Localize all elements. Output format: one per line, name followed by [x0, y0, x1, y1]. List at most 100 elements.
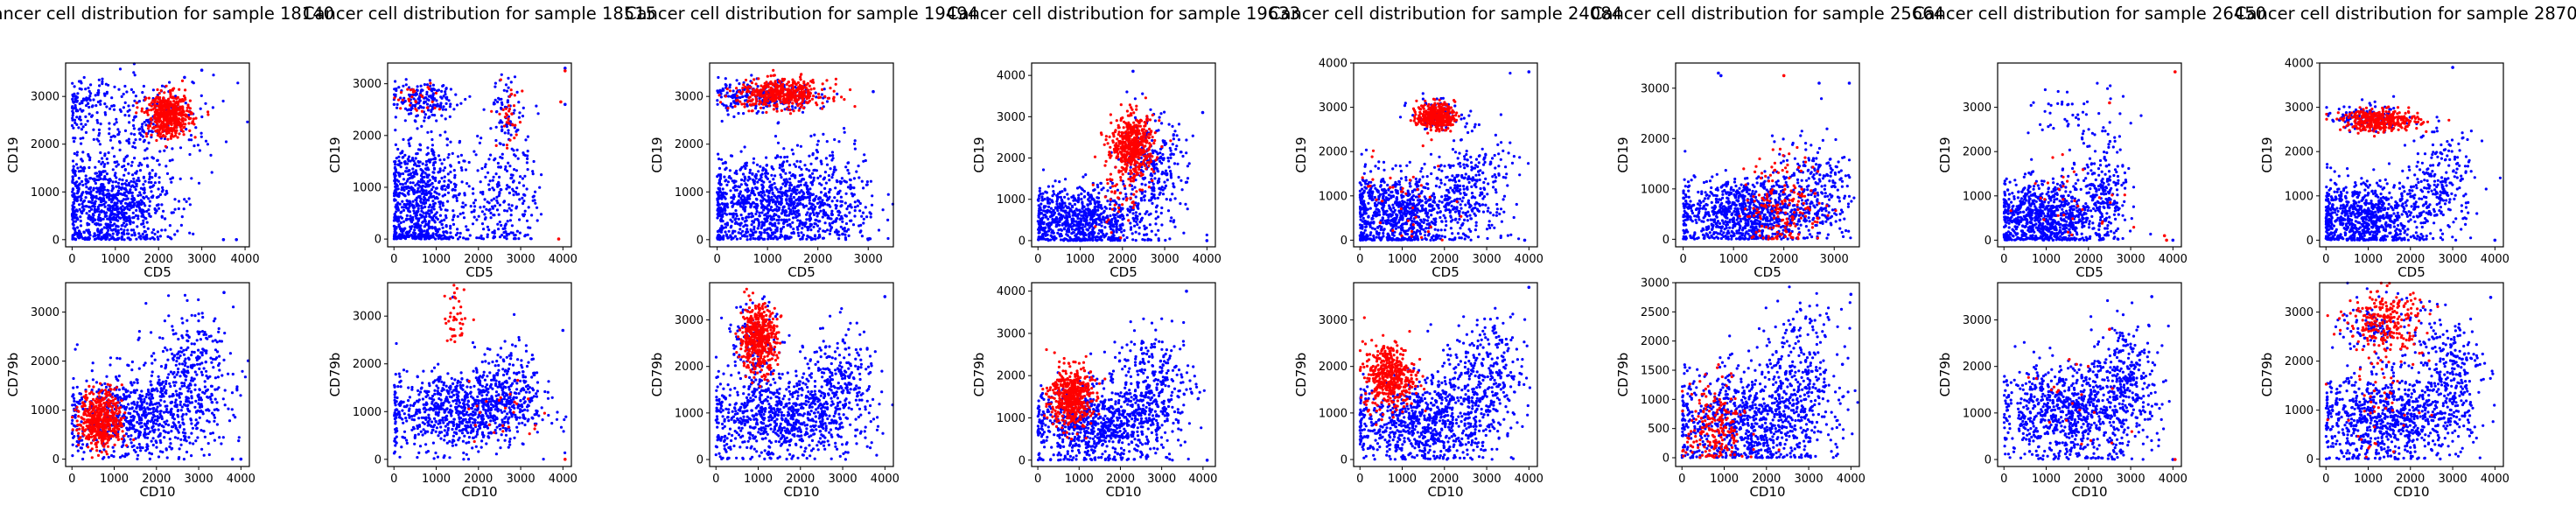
data-point — [116, 160, 118, 163]
data-point — [797, 209, 800, 212]
data-point — [92, 213, 94, 215]
data-point — [775, 209, 778, 212]
data-point — [724, 162, 727, 165]
data-point — [776, 238, 779, 241]
data-point — [76, 218, 79, 221]
data-point — [799, 76, 802, 79]
y-tick-label: 1000 — [31, 186, 60, 200]
data-point — [850, 206, 853, 208]
data-point — [147, 114, 150, 116]
data-point — [101, 82, 103, 85]
data-point — [88, 236, 90, 239]
data-point — [206, 143, 209, 145]
data-point — [729, 235, 732, 237]
data-point — [791, 102, 794, 105]
data-point — [783, 156, 786, 158]
data-point — [496, 208, 499, 211]
data-point — [538, 186, 541, 189]
data-point — [719, 101, 722, 103]
data-point — [93, 196, 95, 199]
data-point — [76, 199, 79, 201]
data-point — [98, 129, 101, 131]
data-point — [74, 85, 76, 88]
data-point — [483, 206, 486, 208]
data-point — [198, 182, 200, 185]
data-point — [840, 196, 843, 199]
data-point — [442, 227, 444, 229]
data-point — [422, 163, 424, 165]
data-point — [105, 224, 108, 227]
data-point — [416, 220, 419, 222]
data-point — [417, 148, 420, 151]
data-point — [837, 210, 840, 213]
data-point — [442, 201, 444, 204]
data-point — [785, 178, 788, 180]
data-point — [776, 86, 779, 88]
data-point — [737, 112, 739, 115]
data-point — [414, 184, 416, 186]
data-point — [754, 186, 757, 189]
data-point — [395, 89, 397, 92]
data-point — [497, 181, 500, 184]
scatter-points — [393, 67, 567, 241]
data-point — [493, 198, 495, 200]
data-point — [475, 219, 478, 221]
data-point — [813, 177, 816, 179]
x-tick-label: 1000 — [101, 253, 130, 266]
data-point — [767, 235, 770, 237]
data-point — [150, 231, 153, 234]
data-point — [476, 135, 479, 137]
data-point — [406, 109, 409, 111]
data-point — [846, 169, 849, 172]
data-point — [405, 78, 408, 81]
data-point — [780, 92, 782, 95]
data-point — [860, 215, 863, 218]
data-point — [460, 154, 463, 157]
data-point — [129, 202, 131, 205]
data-point — [103, 152, 106, 155]
data-point — [809, 218, 812, 221]
data-point — [114, 172, 116, 174]
data-point — [722, 187, 724, 190]
data-point — [513, 137, 515, 139]
data-point — [139, 169, 142, 172]
data-point — [182, 130, 185, 133]
data-point — [857, 205, 859, 207]
data-point — [808, 85, 811, 88]
data-point — [816, 236, 819, 239]
data-point — [97, 207, 100, 210]
data-point — [74, 104, 77, 107]
data-point — [473, 205, 476, 207]
data-point — [798, 200, 801, 202]
data-point — [477, 169, 480, 172]
data-point — [166, 138, 169, 141]
data-point — [112, 233, 115, 235]
data-point — [109, 224, 112, 227]
data-point — [444, 90, 446, 93]
data-point — [726, 92, 729, 95]
data-point — [172, 100, 175, 102]
data-point — [188, 153, 191, 156]
data-point — [736, 79, 738, 81]
data-point — [431, 171, 434, 173]
data-point — [80, 143, 82, 145]
data-point — [485, 216, 487, 219]
data-point — [878, 228, 880, 231]
data-point — [808, 200, 811, 202]
data-point — [462, 201, 465, 204]
data-point — [732, 232, 734, 235]
data-point — [409, 104, 411, 107]
data-point — [80, 80, 82, 82]
y-axis-label: CD19 — [5, 137, 21, 172]
data-point — [718, 167, 721, 170]
data-point — [740, 179, 743, 181]
data-point — [438, 158, 441, 161]
data-point — [394, 236, 396, 239]
data-point — [746, 215, 748, 218]
data-point — [98, 214, 101, 216]
data-point — [130, 238, 132, 241]
data-point — [92, 98, 94, 101]
data-point — [181, 120, 184, 123]
data-point — [127, 163, 130, 165]
data-point — [748, 172, 751, 174]
